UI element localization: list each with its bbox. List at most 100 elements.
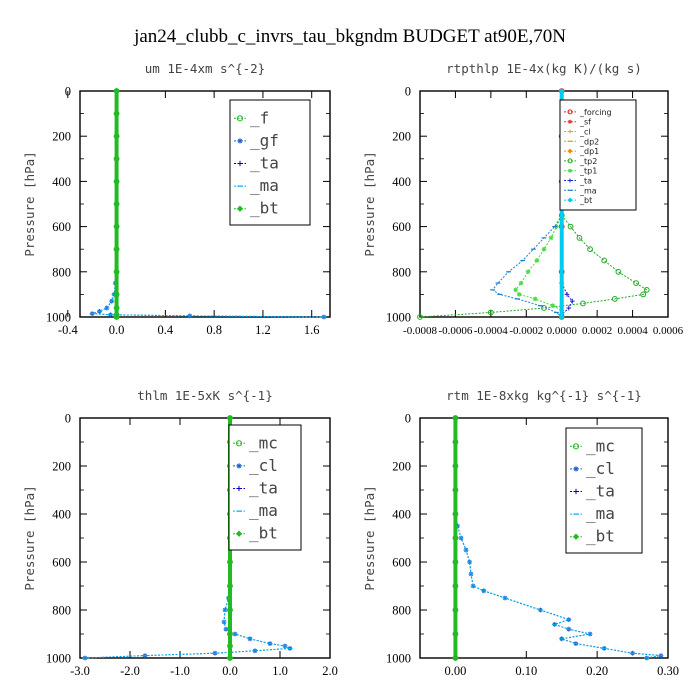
- legend-box: [559, 99, 637, 211]
- series-group: [452, 415, 664, 661]
- series-point: [417, 314, 423, 320]
- panel-2: rtpthlp 1E-4x(kg K)/(kg s) Pressure [hPa]…: [362, 61, 684, 337]
- series-point: [227, 415, 233, 421]
- series-point: [227, 631, 233, 637]
- series-point: [452, 439, 459, 445]
- series-point: [452, 607, 459, 613]
- series-point: [633, 280, 640, 287]
- series-point: [587, 246, 593, 253]
- x-tick-label: 0.0: [222, 664, 238, 678]
- series-point: [113, 110, 120, 117]
- y-axis-label: Pressure [hPa]: [22, 485, 37, 590]
- x-tick-label: 0.10: [515, 664, 537, 678]
- series-point: [452, 631, 459, 637]
- legend-marker: [567, 148, 573, 154]
- legend-marker: [236, 463, 242, 469]
- y-tick-label: 0: [405, 85, 411, 99]
- legend-marker: [236, 205, 244, 212]
- legend-marker: [572, 533, 580, 540]
- y-tick-label: 600: [52, 556, 71, 570]
- series-point: [113, 178, 120, 185]
- series-line-tp1: [515, 215, 563, 317]
- series-point: [548, 235, 554, 241]
- panel-3: thlm 1E-5xK s^{-1} Pressure [hPa] 0 200 400 6…: [22, 388, 338, 678]
- series-point: [227, 559, 233, 565]
- legend-label: _sf: [579, 118, 591, 127]
- panel-4: rtm 1E-8xkg kg^{-1} s^{-1} Pressure [hPa]…: [362, 388, 679, 678]
- y-tick-label: 1000: [386, 652, 411, 666]
- legend-label: _cl: [579, 128, 591, 137]
- legend-marker: [568, 119, 572, 124]
- x-tick-label: 0.0: [109, 323, 125, 337]
- y-tick-label: 200: [52, 130, 71, 144]
- legend-label: _ma: [250, 176, 279, 195]
- series-point: [452, 463, 459, 469]
- y-tick-label: 0: [405, 412, 411, 426]
- series-point: [558, 88, 565, 94]
- legend-label: _ta: [579, 177, 592, 186]
- legend-label: _ta: [586, 482, 615, 501]
- series-point: [113, 314, 120, 320]
- figure-title: jan24_clubb_c_invrs_tau_bkgndm BUDGET at…: [133, 26, 566, 47]
- panel-title: um 1E-4xm s^{-2}: [145, 61, 265, 76]
- x-tick-label: 1.0: [272, 664, 288, 678]
- x-tick-label: -0.0002: [509, 325, 543, 337]
- series-point: [113, 291, 120, 298]
- series-point: [113, 268, 120, 275]
- legend: _forcing_sf_cl_dp2_dp1_tp2_tp1_ta_ma_bt: [559, 99, 637, 211]
- series-point: [227, 583, 233, 589]
- x-tick-label: 0.20: [586, 664, 608, 678]
- legend-marker: [236, 115, 244, 122]
- series-point: [580, 300, 586, 307]
- legend-label: _f: [250, 108, 269, 127]
- legend-marker: [573, 488, 579, 495]
- legend-marker: [568, 129, 572, 134]
- legend-label: _forcing: [579, 108, 612, 117]
- legend-label: _ta: [250, 154, 279, 173]
- series-point: [452, 583, 459, 589]
- x-tick-label: 0.0000: [547, 325, 578, 337]
- series-point: [113, 155, 120, 162]
- legend-marker: [236, 485, 242, 492]
- series-point: [550, 303, 556, 309]
- legend-label: _mc: [249, 433, 278, 452]
- legend: _mc _cl _ta _ma _bt: [228, 424, 302, 551]
- series-point: [113, 246, 120, 253]
- legend: _mc _cl _ta _ma _bt: [565, 427, 643, 554]
- series-point: [227, 655, 233, 661]
- series-point: [452, 655, 459, 661]
- x-tick-label: 0.00: [444, 664, 466, 678]
- series-point: [113, 223, 120, 230]
- series-point: [576, 235, 583, 241]
- series-point: [525, 269, 531, 275]
- y-tick-label: 600: [392, 556, 411, 570]
- legend-marker: [567, 109, 573, 115]
- series-point: [452, 559, 459, 565]
- legend-label: _gf: [250, 131, 279, 150]
- y-axis-label: Pressure [hPa]: [362, 485, 377, 590]
- legend-marker: [235, 530, 243, 537]
- legend-label: _tp1: [579, 167, 597, 176]
- series-point: [452, 535, 459, 541]
- y-tick-label: 800: [392, 265, 411, 279]
- x-tick-label: 0.0002: [582, 325, 612, 337]
- y-tick-label: 1000: [46, 311, 71, 325]
- series-point: [611, 296, 618, 302]
- panel-title: rtm 1E-8xkg kg^{-1} s^{-1}: [446, 388, 642, 403]
- y-tick-label: 0: [65, 412, 71, 426]
- x-tick-label: 1.6: [304, 323, 320, 337]
- x-tick-label: -0.4: [58, 323, 79, 337]
- y-tick-label: 600: [52, 220, 71, 234]
- legend-label: _dp2: [579, 137, 599, 146]
- legend-label: _bt: [250, 199, 279, 218]
- legend-marker: [568, 168, 572, 173]
- y-axis-label: Pressure [hPa]: [22, 151, 37, 256]
- x-tick-label: -2.0: [120, 664, 140, 678]
- series-point: [113, 133, 120, 140]
- y-tick-label: 400: [52, 508, 71, 522]
- x-tick-label: 0.0004: [617, 325, 648, 337]
- y-tick-label: 600: [392, 220, 411, 234]
- panel-title: thlm 1E-5xK s^{-1}: [137, 388, 272, 403]
- y-tick-label: 800: [52, 604, 71, 618]
